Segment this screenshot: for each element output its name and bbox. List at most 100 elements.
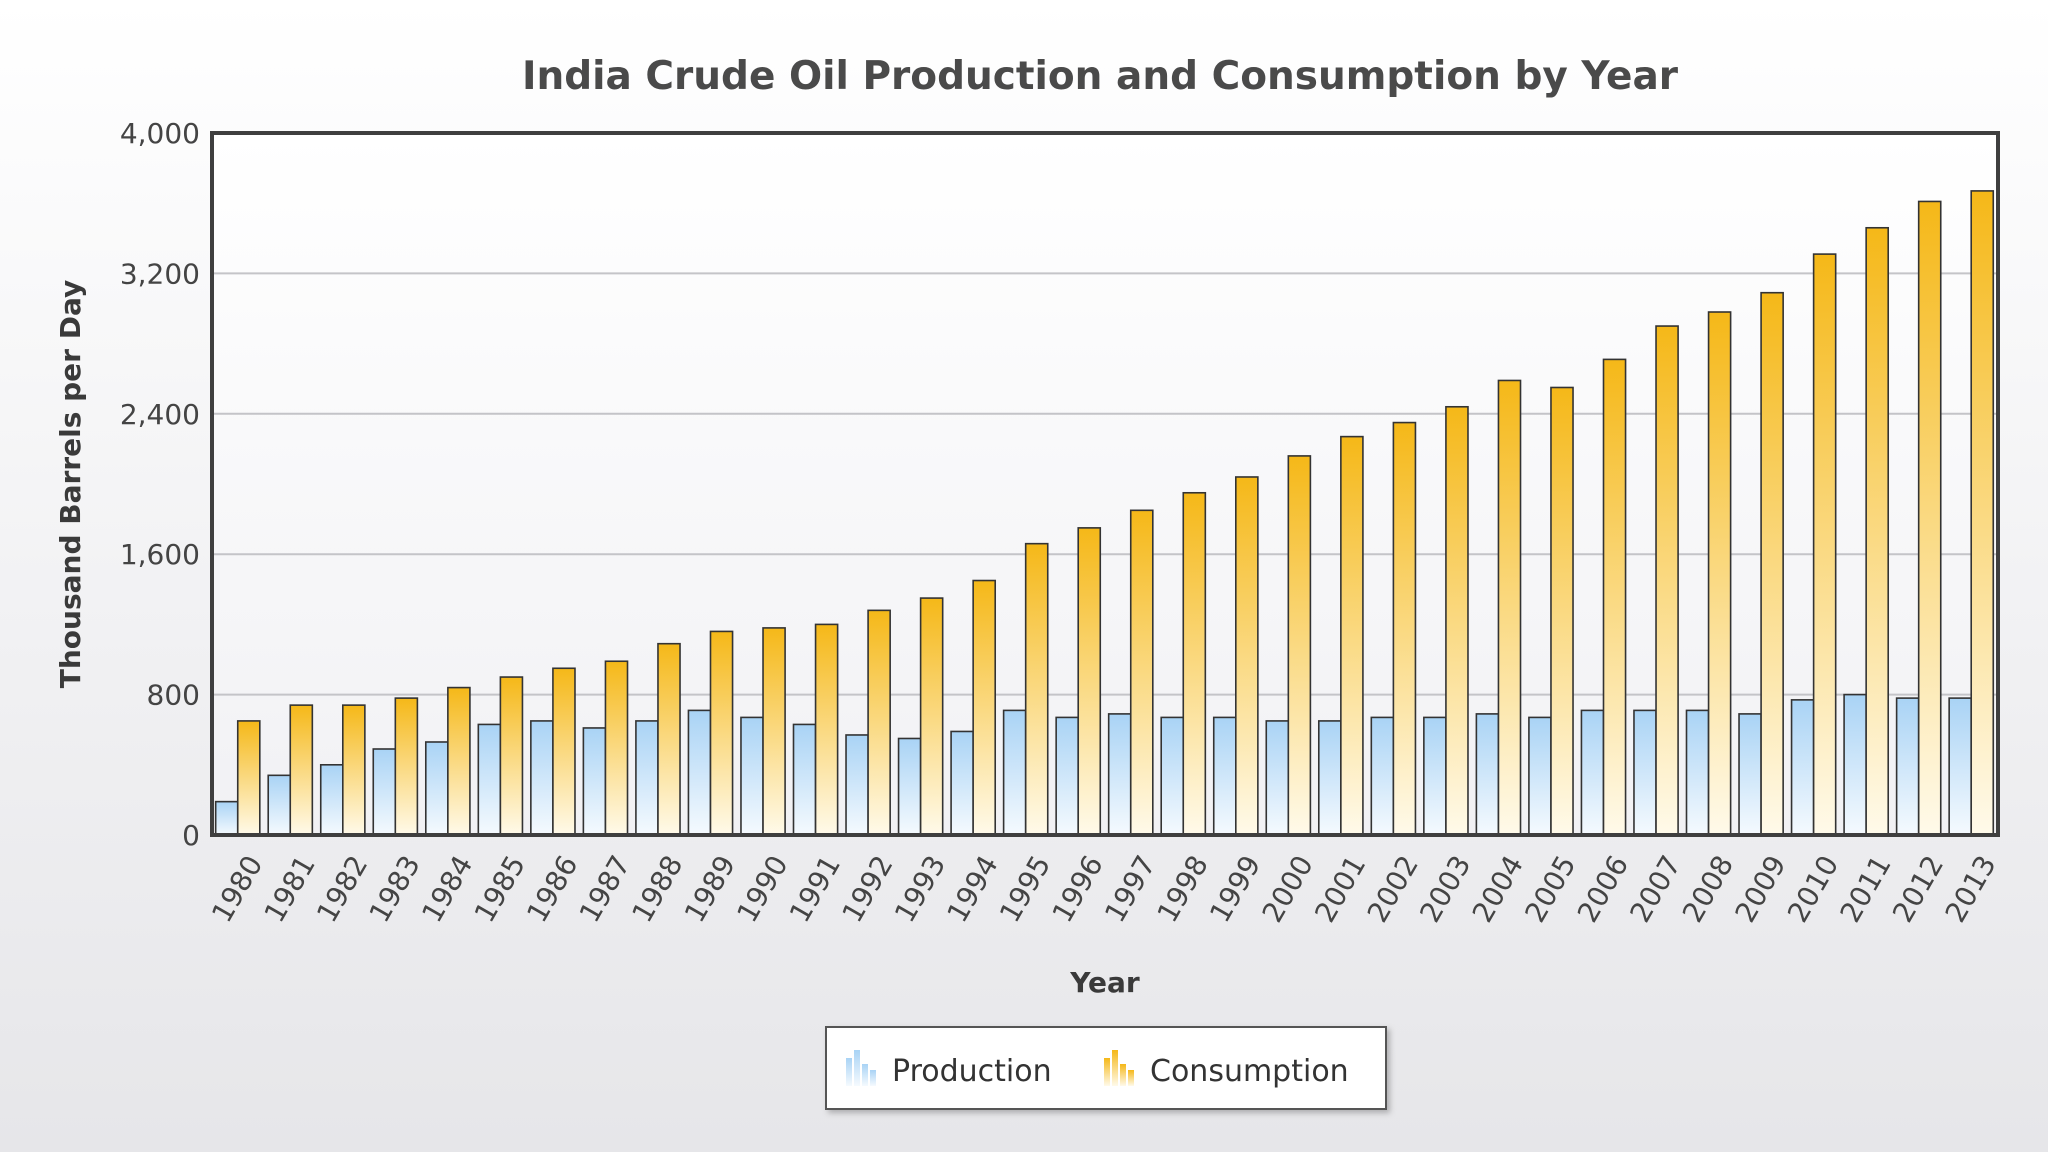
bar-production-1982[interactable]	[319, 763, 344, 836]
bar-consumption-2008[interactable]	[1707, 311, 1732, 836]
x-tick-label: 2008	[1676, 850, 1740, 928]
bar-consumption-2010[interactable]	[1812, 253, 1837, 836]
bar-consumption-2000[interactable]	[1287, 455, 1312, 836]
bar-production-2011[interactable]	[1843, 693, 1867, 836]
bar-production-1985[interactable]	[477, 723, 502, 836]
bar-consumption-2011[interactable]	[1865, 226, 1890, 836]
bar-consumption-1980[interactable]	[236, 720, 261, 836]
x-tick-label: 1987	[573, 850, 637, 928]
x-tick-label: 2004	[1466, 850, 1530, 928]
bar-consumption-2002[interactable]	[1392, 421, 1417, 836]
x-tick-label: 1986	[520, 850, 584, 928]
x-tick-label: 1990	[730, 850, 794, 928]
bar-consumption-1981[interactable]	[289, 704, 314, 836]
legend-item-production[interactable]: Production	[846, 1050, 1052, 1089]
bar-production-2009[interactable]	[1738, 713, 1762, 836]
bar-production-2003[interactable]	[1423, 716, 1447, 836]
x-tick-label: 1992	[835, 850, 899, 928]
bar-production-1989[interactable]	[687, 709, 712, 836]
bar-production-2010[interactable]	[1790, 699, 1815, 836]
bar-production-1987[interactable]	[582, 727, 607, 836]
x-tick-label: 1989	[678, 850, 742, 928]
bar-production-2008[interactable]	[1685, 709, 1710, 836]
x-axis-title: Year	[1069, 966, 1140, 999]
legend-item-consumption[interactable]: Consumption	[1104, 1050, 1349, 1089]
bar-production-1984[interactable]	[424, 741, 449, 836]
bar-consumption-1997[interactable]	[1129, 509, 1154, 836]
bar-consumption-1991[interactable]	[814, 623, 839, 836]
bar-consumption-2009[interactable]	[1760, 291, 1784, 836]
bar-consumption-1989[interactable]	[709, 630, 734, 836]
x-tick-label: 1991	[783, 850, 847, 928]
bar-production-2006[interactable]	[1580, 709, 1605, 836]
legend-label-consumption: Consumption	[1150, 1054, 1349, 1089]
bar-consumption-2004[interactable]	[1497, 379, 1522, 836]
bar-consumption-1994[interactable]	[972, 579, 997, 836]
bar-production-2005[interactable]	[1528, 716, 1552, 836]
bar-chart-icon	[1104, 1050, 1134, 1086]
bar-production-1983[interactable]	[372, 748, 397, 836]
bar-consumption-2013[interactable]	[1970, 190, 1995, 836]
bar-production-1991[interactable]	[792, 723, 817, 836]
bar-consumption-2007[interactable]	[1655, 325, 1679, 836]
bar-consumption-2001[interactable]	[1340, 435, 1364, 836]
bar-consumption-1990[interactable]	[762, 627, 786, 836]
bar-consumption-1996[interactable]	[1077, 527, 1102, 836]
bar-production-2004[interactable]	[1475, 713, 1500, 836]
bar-consumption-1992[interactable]	[867, 609, 891, 836]
bar-production-1981[interactable]	[267, 774, 292, 836]
x-tick-label: 1984	[415, 850, 479, 928]
x-tick-label: 2013	[1939, 850, 2003, 928]
bar-consumption-1985[interactable]	[499, 676, 524, 836]
bar-production-1986[interactable]	[530, 720, 554, 836]
bar-consumption-1982[interactable]	[341, 704, 366, 836]
bar-consumption-1998[interactable]	[1182, 491, 1207, 836]
bar-production-1993[interactable]	[897, 737, 922, 836]
x-tick-label: 1999	[1203, 850, 1267, 928]
x-tick-label: 2009	[1728, 850, 1792, 928]
bar-production-1994[interactable]	[950, 730, 974, 836]
legend-label-production: Production	[892, 1054, 1052, 1089]
bar-consumption-1986[interactable]	[552, 667, 576, 836]
bar-consumption-1999[interactable]	[1235, 476, 1259, 836]
y-tick-label: 0	[182, 819, 200, 852]
bar-consumption-1983[interactable]	[394, 697, 419, 836]
bar-chart-icon	[846, 1050, 876, 1086]
y-tick-label: 1,600	[120, 538, 200, 571]
bar-production-1988[interactable]	[635, 720, 659, 836]
bar-production-1998[interactable]	[1160, 716, 1185, 836]
bar-consumption-1987[interactable]	[604, 660, 629, 836]
bar-production-2002[interactable]	[1370, 716, 1395, 836]
bar-production-1996[interactable]	[1055, 716, 1080, 836]
bar-consumption-1984[interactable]	[447, 686, 471, 836]
bar-consumption-2005[interactable]	[1550, 386, 1574, 836]
bar-consumption-1988[interactable]	[657, 642, 681, 836]
bar-production-1995[interactable]	[1002, 709, 1027, 836]
bar-production-2013[interactable]	[1948, 697, 1973, 836]
x-tick-label: 1988	[625, 850, 689, 928]
bar-consumption-1993[interactable]	[919, 597, 944, 836]
x-tick-label: 1995	[993, 850, 1057, 928]
bar-production-1980[interactable]	[214, 800, 239, 836]
bar-production-1992[interactable]	[845, 734, 869, 836]
y-tick-label: 4,000	[120, 117, 200, 150]
bar-production-2001[interactable]	[1317, 720, 1342, 836]
x-tick-label: 1997	[1098, 850, 1162, 928]
x-tick-label: 1993	[888, 850, 952, 928]
bar-production-2000[interactable]	[1265, 720, 1290, 836]
bar-production-1997[interactable]	[1107, 713, 1132, 836]
bar-production-1999[interactable]	[1212, 716, 1237, 836]
bar-consumption-2006[interactable]	[1602, 358, 1627, 836]
y-tick-label: 2,400	[120, 398, 200, 431]
bar-production-1990[interactable]	[740, 716, 764, 836]
x-tick-label: 1980	[205, 850, 269, 928]
bar-production-2012[interactable]	[1895, 697, 1920, 836]
bar-consumption-1995[interactable]	[1024, 542, 1049, 836]
x-tick-label: 1996	[1046, 850, 1110, 928]
bar-production-2007[interactable]	[1633, 709, 1657, 836]
x-tick-label: 1981	[258, 850, 322, 928]
bar-consumption-2012[interactable]	[1917, 200, 1942, 836]
bar-consumption-2003[interactable]	[1445, 405, 1469, 836]
x-tick-label: 1983	[363, 850, 427, 928]
